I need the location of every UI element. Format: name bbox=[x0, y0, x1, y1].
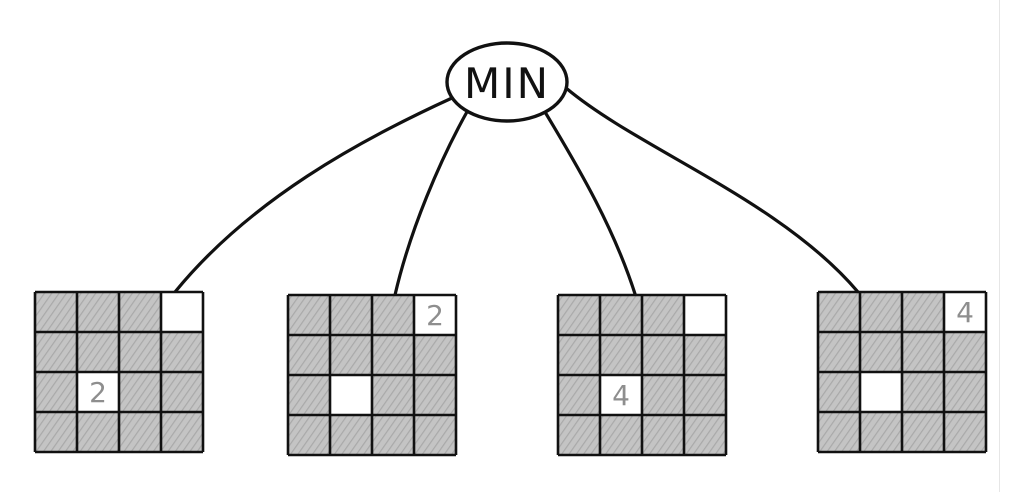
shaded-cell bbox=[119, 412, 161, 452]
empty-cell bbox=[684, 295, 726, 335]
board-row: 2 2 4 4 bbox=[33, 290, 988, 457]
shaded-cell bbox=[161, 412, 203, 452]
board-grid-lines bbox=[816, 290, 988, 454]
shaded-cell bbox=[77, 332, 119, 372]
edge-to-board-1 bbox=[173, 96, 454, 294]
shaded-cell bbox=[372, 415, 414, 455]
shaded-cell bbox=[600, 335, 642, 375]
shaded-cell bbox=[860, 292, 902, 332]
shaded-cell bbox=[35, 332, 77, 372]
shaded-cell bbox=[77, 292, 119, 332]
shaded-cell bbox=[288, 375, 330, 415]
min-node-label: MIN bbox=[464, 59, 550, 108]
shaded-cell bbox=[119, 372, 161, 412]
board-1: 2 bbox=[33, 290, 205, 454]
shaded-cell bbox=[902, 412, 944, 452]
shaded-cell bbox=[684, 415, 726, 455]
board-grid-lines bbox=[556, 293, 728, 457]
shaded-cell bbox=[414, 335, 456, 375]
shaded-cell bbox=[944, 332, 986, 372]
shaded-cell bbox=[330, 335, 372, 375]
board-4: 4 bbox=[816, 290, 988, 454]
shaded-cell bbox=[288, 335, 330, 375]
empty-cell bbox=[330, 375, 372, 415]
edge-to-board-4 bbox=[564, 86, 860, 294]
shaded-cell bbox=[558, 375, 600, 415]
shaded-cell bbox=[902, 292, 944, 332]
shaded-cell bbox=[600, 295, 642, 335]
shaded-cell bbox=[161, 372, 203, 412]
shaded-cell bbox=[35, 292, 77, 332]
shaded-cell bbox=[161, 332, 203, 372]
empty-cell bbox=[161, 292, 203, 332]
shaded-cell bbox=[818, 332, 860, 372]
shaded-cell bbox=[330, 415, 372, 455]
shaded-cell bbox=[600, 415, 642, 455]
tile-value: 4 bbox=[612, 379, 630, 412]
tile-cell bbox=[77, 372, 119, 412]
shaded-cell bbox=[818, 412, 860, 452]
shaded-cell bbox=[35, 412, 77, 452]
board-2: 2 bbox=[286, 293, 458, 457]
shaded-cell bbox=[684, 375, 726, 415]
shaded-cell bbox=[902, 332, 944, 372]
shaded-cell bbox=[372, 335, 414, 375]
shaded-cell bbox=[372, 375, 414, 415]
shaded-cell bbox=[35, 372, 77, 412]
shaded-cell bbox=[558, 335, 600, 375]
shaded-cell bbox=[642, 335, 684, 375]
min-node-ellipse bbox=[445, 41, 569, 123]
shaded-cell bbox=[860, 332, 902, 372]
shaded-cell bbox=[558, 415, 600, 455]
shaded-cell bbox=[684, 335, 726, 375]
board-grid-lines bbox=[286, 293, 458, 457]
tile-cell bbox=[944, 292, 986, 332]
shaded-cell bbox=[414, 415, 456, 455]
shaded-cell bbox=[558, 295, 600, 335]
shaded-cell bbox=[642, 415, 684, 455]
shaded-cell bbox=[288, 415, 330, 455]
shaded-cell bbox=[944, 372, 986, 412]
edge-to-board-2 bbox=[393, 108, 470, 297]
shaded-cell bbox=[119, 292, 161, 332]
shaded-cell bbox=[944, 412, 986, 452]
board-3: 4 bbox=[556, 293, 728, 457]
edge-to-board-3 bbox=[543, 110, 638, 299]
tree-edges bbox=[173, 86, 860, 299]
shaded-cell bbox=[414, 375, 456, 415]
shaded-cell bbox=[818, 292, 860, 332]
shaded-cell bbox=[77, 412, 119, 452]
tile-value: 2 bbox=[426, 299, 444, 332]
tile-cell bbox=[414, 295, 456, 335]
tile-cell bbox=[600, 375, 642, 415]
shaded-cell bbox=[642, 375, 684, 415]
tile-value: 2 bbox=[89, 376, 107, 409]
tile-value: 4 bbox=[956, 296, 974, 329]
page-edge-rule bbox=[999, 0, 1000, 492]
shaded-cell bbox=[288, 295, 330, 335]
empty-cell bbox=[860, 372, 902, 412]
shaded-cell bbox=[372, 295, 414, 335]
shaded-cell bbox=[818, 372, 860, 412]
shaded-cell bbox=[902, 372, 944, 412]
board-grid-lines bbox=[33, 290, 205, 454]
shaded-cell bbox=[860, 412, 902, 452]
shaded-cell bbox=[330, 295, 372, 335]
shaded-cell bbox=[119, 332, 161, 372]
shaded-cell bbox=[642, 295, 684, 335]
min-node: MIN bbox=[445, 41, 569, 123]
